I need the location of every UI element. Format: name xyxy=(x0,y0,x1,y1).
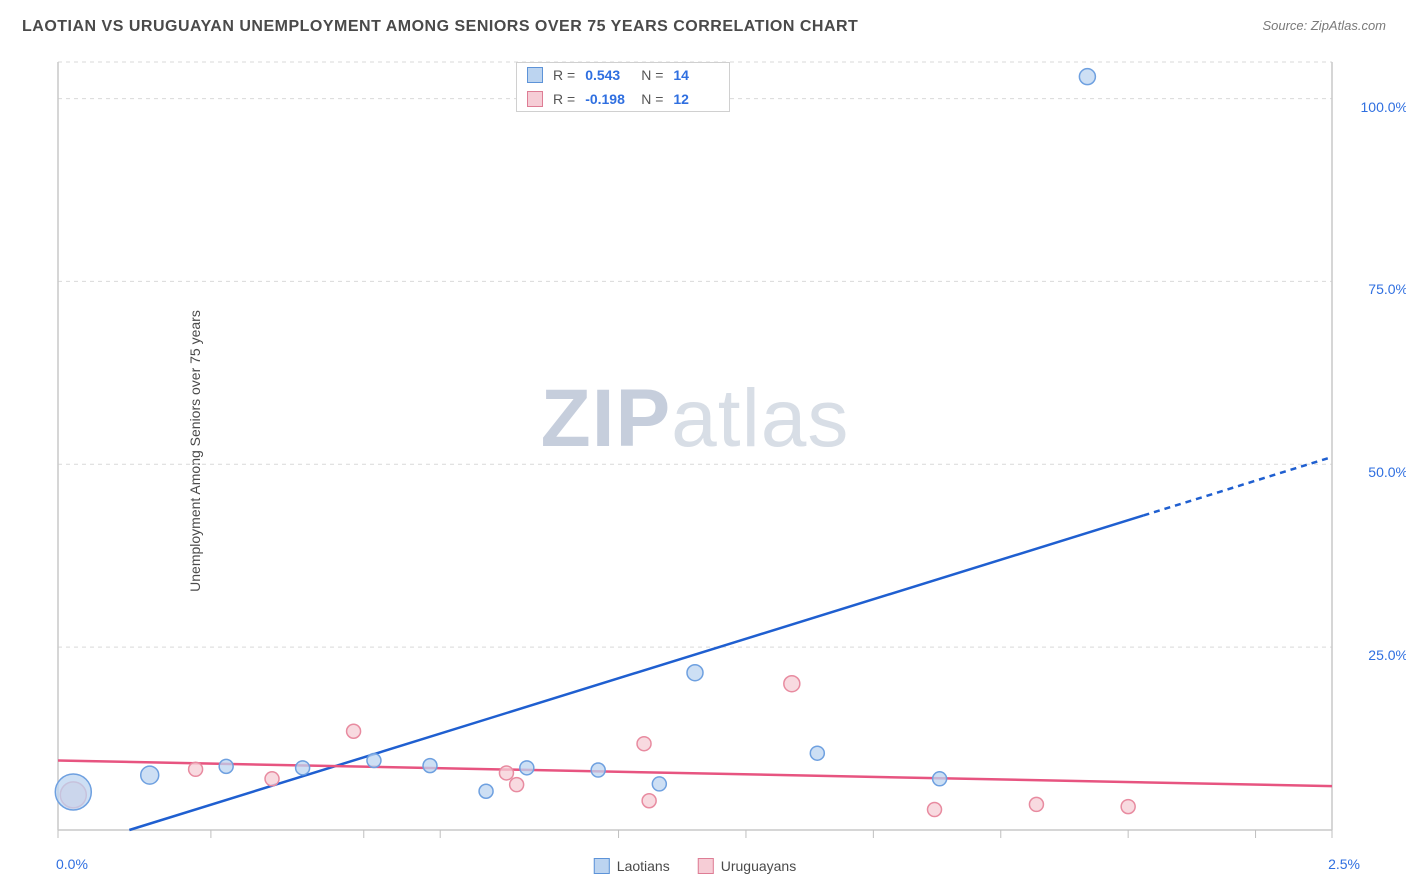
legend-label: Uruguayans xyxy=(721,858,797,874)
stat-r-label: R = xyxy=(553,67,575,83)
stat-n-label: N = xyxy=(641,91,663,107)
legend-swatch xyxy=(527,91,543,107)
chart-svg xyxy=(50,56,1340,846)
stat-n-value: 14 xyxy=(673,67,719,83)
stats-row: R = 0.543 N = 14 xyxy=(517,63,729,87)
chart-title: LAOTIAN VS URUGUAYAN UNEMPLOYMENT AMONG … xyxy=(22,18,858,36)
legend-label: Laotians xyxy=(617,858,670,874)
legend-item: Laotians xyxy=(594,858,670,874)
y-tick-label: 50.0% xyxy=(1368,464,1406,480)
legend-swatch xyxy=(527,67,543,83)
stats-box: R = 0.543 N = 14 R = -0.198 N = 12 xyxy=(516,62,730,112)
y-tick-label: 25.0% xyxy=(1368,647,1406,663)
stats-row: R = -0.198 N = 12 xyxy=(517,87,729,111)
legend-item: Uruguayans xyxy=(698,858,797,874)
stat-n-label: N = xyxy=(641,67,663,83)
plot-area: Unemployment Among Seniors over 75 years… xyxy=(50,56,1340,846)
source-label: Source: ZipAtlas.com xyxy=(1262,18,1386,33)
legend: Laotians Uruguayans xyxy=(594,858,796,874)
x-tick-label: 0.0% xyxy=(56,856,88,872)
stat-r-value: 0.543 xyxy=(585,67,631,83)
stat-n-value: 12 xyxy=(673,91,719,107)
stat-r-value: -0.198 xyxy=(585,91,631,107)
x-tick-label: 2.5% xyxy=(1328,856,1360,872)
stat-r-label: R = xyxy=(553,91,575,107)
y-tick-label: 100.0% xyxy=(1361,99,1406,115)
y-tick-label: 75.0% xyxy=(1368,281,1406,297)
legend-swatch xyxy=(594,858,610,874)
legend-swatch xyxy=(698,858,714,874)
